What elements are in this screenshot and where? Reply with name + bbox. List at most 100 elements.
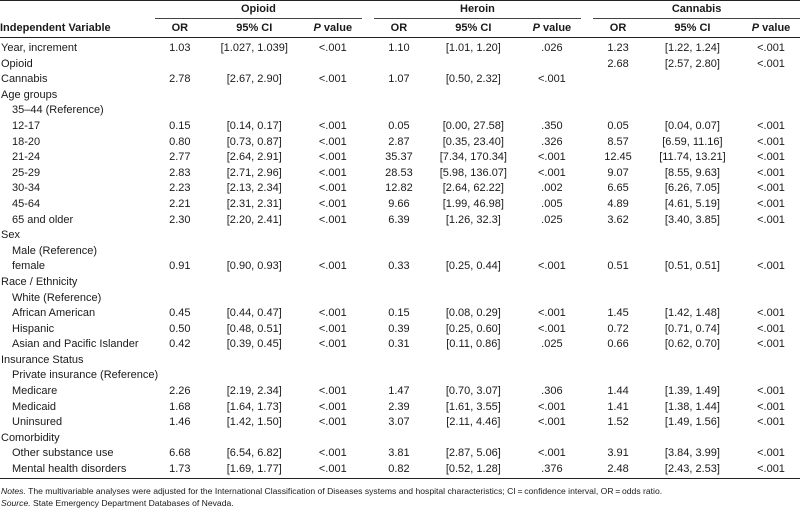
cannabis-ci-cell <box>643 368 742 384</box>
opioid-or-cell: 2.30 <box>169 213 191 226</box>
row-label: Hispanic <box>12 322 55 335</box>
heroin-or-cell <box>374 368 424 384</box>
notes-line: Notes. The multivariable analyses were a… <box>1 485 800 497</box>
opioid-ci-cell <box>205 57 304 73</box>
opioid-p-cell <box>304 431 362 447</box>
heroin-p-cell <box>523 103 581 119</box>
opioid-or-cell: 1.68 <box>169 400 191 413</box>
row-label: 45-64 <box>12 197 41 210</box>
heroin-ci-cell: [0.00, 27.58] <box>442 119 504 132</box>
heroin-or-cell <box>374 431 424 447</box>
cannabis-ci-cell: [6.59, 11.16] <box>662 135 723 148</box>
source-text: State Emergency Department Databases of … <box>30 497 234 508</box>
heroin-or-cell: 0.31 <box>388 338 410 351</box>
column-gap <box>581 228 593 244</box>
cannabis-ci-cell <box>643 291 742 307</box>
column-gap <box>362 57 374 73</box>
heroin-or-cell: 28.53 <box>385 166 413 179</box>
cannabis-or-cell: 2.68 <box>607 57 629 70</box>
table-row: 12-17 0.15 [0.14, 0.17] <.001 0.05 [0.00, 27.… <box>0 119 800 135</box>
row-label: Race / Ethnicity <box>1 275 78 288</box>
column-gap <box>362 400 374 416</box>
heroin-or-cell: 2.39 <box>388 400 410 413</box>
cannabis-ci-cell <box>643 88 742 104</box>
cannabis-ci-cell: [0.62, 0.70] <box>664 338 720 351</box>
heroin-p-cell: .002 <box>541 182 563 195</box>
opioid-or-cell <box>155 368 205 384</box>
column-gap <box>362 228 374 244</box>
group-header-cannabis: Cannabis <box>593 1 800 19</box>
heroin-or-cell: 2.87 <box>388 135 410 148</box>
table-row: Medicare 2.26 [2.19, 2.34] <.001 1.47 [0.70, … <box>0 384 800 400</box>
heroin-or-cell: 12.82 <box>385 182 413 195</box>
opioid-or-cell: 2.78 <box>169 73 191 86</box>
row-label: Insurance Status <box>1 353 84 366</box>
opioid-p-cell: <.001 <box>318 197 347 210</box>
column-gap <box>362 38 374 57</box>
heroin-ci-cell <box>424 368 523 384</box>
cannabis-p-cell <box>742 353 800 369</box>
row-label: Mental health disorders <box>12 463 127 476</box>
cannabis-or-cell <box>593 103 643 119</box>
row-label: 65 and older <box>12 213 74 226</box>
opioid-or-cell: 0.45 <box>169 307 191 320</box>
opioid-or-cell: 2.23 <box>169 182 191 195</box>
opioid-p-cell: <.001 <box>318 260 347 273</box>
heroin-ci-cell: [1.61, 3.55] <box>445 400 501 413</box>
cannabis-p-cell <box>742 431 800 447</box>
opioid-ci-cell: [0.14, 0.17] <box>226 119 282 132</box>
row-label: Medicaid <box>12 400 57 413</box>
opioid-ci-cell: [0.44, 0.47] <box>226 307 282 320</box>
heroin-ci-cell: [1.01, 1.20] <box>445 42 501 54</box>
opioid-ci-cell: [1.69, 1.77] <box>226 463 282 476</box>
opioid-or-cell: 0.15 <box>169 119 191 132</box>
table-notes: Notes. The multivariable analyses were a… <box>0 485 800 509</box>
column-gap <box>581 166 593 182</box>
opioid-p-cell: <.001 <box>318 447 347 460</box>
cannabis-ci-cell: [0.51, 0.51] <box>664 260 720 273</box>
opioid-p-cell <box>304 228 362 244</box>
heroin-ci-cell: [2.87, 5.06] <box>445 447 501 460</box>
opioid-or-cell <box>155 353 205 369</box>
opioid-ci-cell: [2.71, 2.96] <box>226 166 282 179</box>
column-gap <box>581 446 593 462</box>
cannabis-ci-cell: [11.74, 13.21] <box>659 151 726 164</box>
heroin-p-cell: .350 <box>541 119 563 132</box>
heroin-p-cell <box>523 368 581 384</box>
column-gap <box>581 400 593 416</box>
column-gap <box>362 119 374 135</box>
column-gap <box>362 337 374 353</box>
opioid-p-cell <box>304 291 362 307</box>
cannabis-ci-cell: [2.57, 2.80] <box>664 57 720 70</box>
heroin-p-cell: <.001 <box>537 73 566 86</box>
opioid-p-cell: <.001 <box>318 182 347 195</box>
heroin-p-cell: <.001 <box>537 447 566 460</box>
column-gap <box>362 244 374 260</box>
opioid-p-cell: <.001 <box>318 307 347 320</box>
bottom-rule <box>0 477 800 479</box>
heroin-or-cell <box>374 275 424 291</box>
cannabis-or-cell: 12.45 <box>604 151 632 164</box>
heroin-p-cell: <.001 <box>537 416 566 429</box>
column-gap <box>581 368 593 384</box>
heroin-or-cell: 9.66 <box>388 197 410 210</box>
column-gap <box>362 181 374 197</box>
cannabis-or-cell: 3.62 <box>607 213 629 226</box>
opioid-ci-cell <box>205 291 304 307</box>
cannabis-ci-cell <box>643 103 742 119</box>
column-gap <box>362 446 374 462</box>
column-gap <box>362 291 374 307</box>
row-label: Asian and Pacific Islander <box>12 338 139 351</box>
heroin-p-cell <box>523 228 581 244</box>
column-gap <box>362 88 374 104</box>
cannabis-ci-cell: [2.43, 2.53] <box>664 463 720 476</box>
column-gap <box>362 213 374 229</box>
opioid-or-cell: 1.03 <box>169 42 191 54</box>
opioid-or-cell: 0.91 <box>169 260 191 273</box>
cannabis-or-cell <box>593 353 643 369</box>
group-header-opioid: Opioid <box>155 1 362 19</box>
cannabis-ci-cell: [1.22, 1.24] <box>664 42 720 54</box>
opioid-or-cell <box>155 244 205 260</box>
heroin-or-cell: 1.47 <box>388 385 410 398</box>
row-label: Medicare <box>12 385 58 398</box>
